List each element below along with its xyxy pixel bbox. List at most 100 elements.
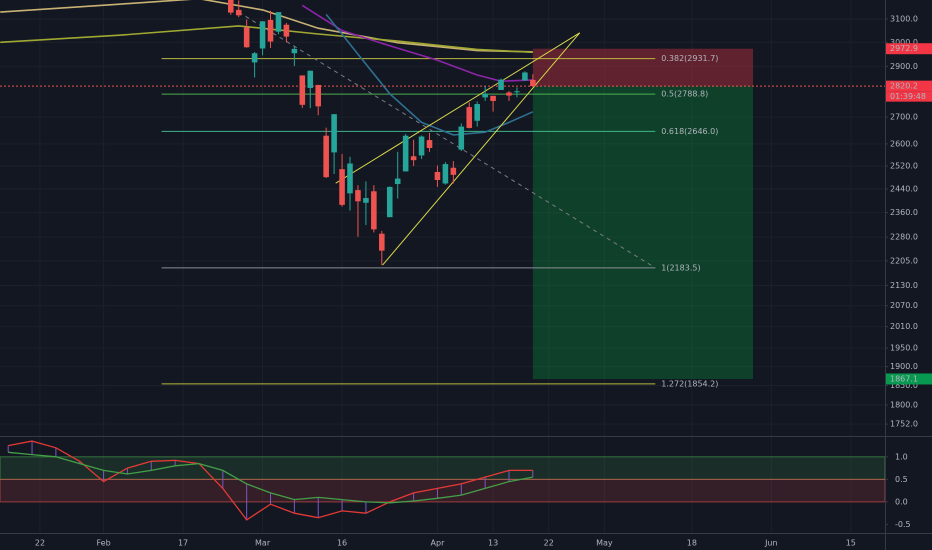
candle-body — [267, 19, 274, 42]
y-tick-label: 3000.0 — [890, 38, 918, 47]
x-tick-label: 13 — [488, 539, 498, 548]
y-tick-label: 1752.0 — [890, 420, 918, 429]
stop-zone — [532, 48, 754, 87]
moving-average — [0, 0, 533, 53]
candle-body — [434, 171, 441, 180]
candle-body — [498, 79, 504, 90]
candle-body — [450, 167, 457, 175]
candle-body — [418, 136, 425, 156]
candle-body — [482, 93, 488, 98]
y-tick-label: 2520.0 — [890, 162, 918, 171]
candle-body — [402, 135, 409, 172]
oscillator-pane — [0, 440, 885, 521]
candle-body — [315, 84, 321, 107]
fib-label: 0.618(2646.0) — [661, 127, 718, 136]
candle-body — [474, 104, 480, 121]
x-tick-label: May — [596, 539, 613, 548]
candle-body — [386, 186, 393, 218]
x-tick-label: 18 — [687, 539, 697, 548]
y-tick-label: 1850.0 — [890, 381, 918, 390]
fib-label: 1.272(1854.2) — [661, 379, 718, 388]
trendline — [382, 32, 581, 266]
y-tick-label: 2360.0 — [890, 208, 918, 217]
countdown-tag — [886, 91, 932, 102]
candle-body — [251, 53, 258, 63]
price-pane: 0.382(2931.7) 0.5(2788.8) 0.618(2646.0) 1(2… — [0, 0, 885, 388]
candle-body — [442, 164, 449, 184]
candle-body — [371, 191, 377, 230]
y-tick-label: 2130.0 — [890, 281, 918, 290]
countdown: 01:39:48 — [890, 92, 926, 101]
candle-body — [458, 126, 465, 150]
candle-body — [363, 198, 369, 203]
candle-body — [355, 190, 361, 202]
candle-body — [235, 9, 242, 16]
y-tick-label: 2280.0 — [890, 233, 918, 242]
y-tick-label: 2900.0 — [890, 62, 918, 71]
candle-body — [283, 24, 290, 37]
price-tag — [886, 80, 932, 92]
moving-average — [325, 13, 534, 136]
candle-body — [307, 70, 314, 88]
candle-body — [530, 79, 536, 87]
candle-body — [514, 91, 520, 93]
candle-body — [227, 0, 234, 13]
candle-body — [299, 75, 306, 105]
candle-body — [506, 92, 512, 96]
y-tick-label: 1800.0 — [890, 400, 918, 409]
candle-body — [347, 163, 353, 194]
x-tick-label: Mar — [255, 539, 271, 548]
candle-body — [259, 21, 266, 49]
y-tick-label: 1950.0 — [890, 344, 918, 353]
y-tick-label: 2010.0 — [890, 322, 918, 331]
candle-body — [522, 72, 528, 81]
y-tick-label: 2205.0 — [890, 256, 918, 265]
osc-line — [8, 451, 533, 504]
osc-band — [0, 478, 885, 503]
candle-body — [394, 178, 401, 185]
candle-body — [323, 135, 329, 178]
candle-body — [331, 114, 337, 153]
fib-label: 0.382(2931.7) — [661, 54, 718, 63]
candle-body — [490, 95, 496, 101]
y-tick-label: 2600.0 — [890, 139, 918, 148]
candle-body — [275, 12, 282, 32]
x-tick-label: 22 — [35, 539, 45, 548]
x-tick-label: 22 — [544, 539, 554, 548]
candle-body — [243, 27, 250, 48]
price-tag-label: 2972.9 — [890, 44, 918, 53]
osc-tick-label: 0.5 — [895, 475, 908, 484]
candle-body — [466, 107, 473, 128]
osc-line — [8, 440, 533, 521]
osc-tick-label: 1.0 — [895, 452, 908, 461]
osc-tick-label: -0.5 — [895, 520, 911, 529]
candle-body — [339, 169, 345, 205]
price-tag-label: 1867.1 — [890, 374, 918, 383]
candle-body — [291, 48, 298, 54]
x-tick-label: 15 — [846, 539, 856, 548]
y-tick-label: 2700.0 — [890, 113, 918, 122]
osc-band — [0, 456, 885, 480]
osc-tick-label: 0.0 — [895, 497, 908, 506]
x-tick-label: Jun — [764, 539, 778, 548]
fib-label: 1(2183.5) — [661, 263, 700, 272]
target-zone — [532, 86, 754, 379]
fib-label: 0.5(2788.8) — [661, 90, 708, 99]
x-tick-label: 17 — [178, 539, 188, 548]
x-tick-label: 16 — [337, 539, 347, 548]
price-tag-label: 2820.2 — [890, 82, 918, 91]
y-tick-label: 2070.0 — [890, 301, 918, 310]
x-tick-label: Apr — [431, 539, 446, 548]
price-tag — [886, 373, 932, 385]
trendline — [335, 32, 581, 184]
y-tick-label: 2440.0 — [890, 184, 918, 193]
moving-average — [0, 25, 533, 54]
candle-body — [379, 233, 385, 251]
trendline — [238, 11, 656, 269]
grid — [0, 0, 885, 533]
price-tag — [886, 43, 932, 55]
x-tick-label: Feb — [96, 539, 110, 548]
candle-body — [426, 140, 433, 148]
